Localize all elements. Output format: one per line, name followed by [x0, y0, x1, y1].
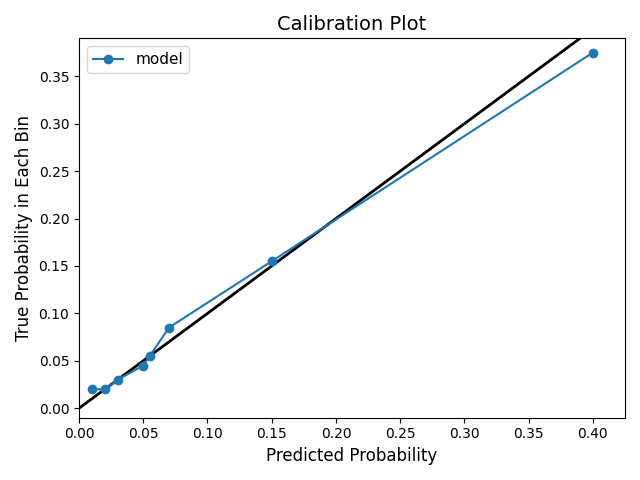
model	[101, 386, 109, 392]
model	[88, 386, 96, 392]
Legend: model: model	[86, 46, 189, 73]
model	[140, 363, 147, 369]
model	[589, 50, 596, 56]
X-axis label: Predicted Probability: Predicted Probability	[266, 447, 438, 465]
model	[146, 353, 154, 359]
Title: Calibration Plot: Calibration Plot	[277, 15, 427, 34]
model	[268, 258, 276, 264]
model	[165, 325, 173, 331]
Line: model: model	[88, 48, 597, 394]
Y-axis label: True Probability in Each Bin: True Probability in Each Bin	[15, 115, 33, 341]
model	[114, 377, 122, 383]
